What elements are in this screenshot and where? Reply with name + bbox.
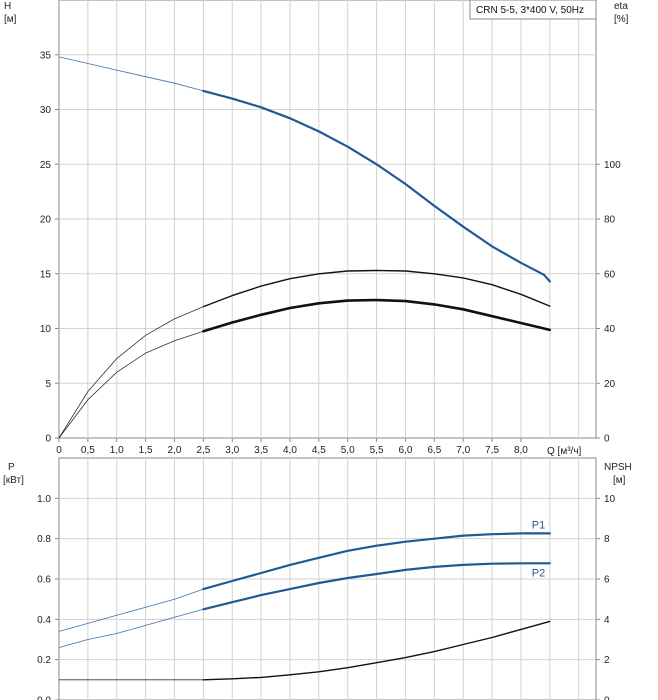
series-1-0-operating-line <box>202 532 551 591</box>
legend-box: CRN 5-5, 3*400 V, 50Hz <box>469 0 597 20</box>
x-tick-label: 1,0 <box>110 445 124 456</box>
power-axis-title: P <box>8 462 15 473</box>
right-tick-label: 60 <box>604 269 616 280</box>
series-1-0-extended-line <box>58 588 204 632</box>
head-axis-unit: [м] <box>4 14 17 25</box>
eta-axis-ticks: 0 20 40 60 80 100 <box>596 160 621 445</box>
left-tick-label: 35 <box>40 50 52 61</box>
x-tick-label: 4,0 <box>283 445 297 456</box>
right-tick-label: 0 <box>604 434 610 445</box>
left-tick-label: 0.2 <box>37 655 51 666</box>
series-1-1-operating-line <box>202 562 551 611</box>
right-tick-label: 4 <box>604 615 610 626</box>
right-tick-label: 10 <box>604 494 616 505</box>
x-tick-label: 0,5 <box>81 445 95 456</box>
bottom-series: P1 P2 <box>58 519 551 681</box>
head-axis-title: H <box>4 1 11 12</box>
series-0-0-operating-line <box>202 89 551 283</box>
npsh-axis-title: NPSH <box>604 462 632 473</box>
left-tick-label: 30 <box>40 105 52 116</box>
top-grid <box>59 0 596 438</box>
power-axis-unit: [кВт] <box>3 475 24 486</box>
series-0-0-extended-line <box>58 56 204 92</box>
series-0-1-operating-line <box>202 269 551 308</box>
x-tick-label: 7,5 <box>485 445 499 456</box>
right-tick-label: 80 <box>604 215 616 226</box>
x-tick-label: 5,5 <box>370 445 384 456</box>
left-tick-label: 20 <box>40 215 52 226</box>
right-tick-label: 8 <box>604 534 610 545</box>
flow-axis-title: Q [м³/ч] <box>547 446 582 457</box>
npsh-axis-ticks: 0 2 4 6 8 10 <box>596 494 616 700</box>
series-0-2-extended-line <box>58 330 204 439</box>
head-efficiency-panel: 0 5 10 15 20 25 30 35 0 20 40 60 80 100 0 0,5 1,0 1,5 2,… <box>4 0 629 457</box>
flow-axis-ticks: 0 0,5 1,0 1,5 2,0 2,5 3,0 3,5 4,0 4,5 5,0 5,5 6,0 6,5… <box>56 438 528 456</box>
x-tick-label: 0 <box>56 445 62 456</box>
x-tick-label: 7,0 <box>456 445 470 456</box>
x-tick-label: 4,5 <box>312 445 326 456</box>
left-tick-label: 0.4 <box>37 615 51 626</box>
right-tick-label: 2 <box>604 655 610 666</box>
series-label-p1: P1 <box>532 519 545 531</box>
series-1-2-operating-line <box>202 620 551 681</box>
right-tick-label: 6 <box>604 575 610 586</box>
left-tick-label: 0.0 <box>37 696 51 700</box>
eta-axis-unit: [%] <box>614 14 629 25</box>
left-tick-label: 5 <box>45 379 51 390</box>
left-tick-label: 0.6 <box>37 575 51 586</box>
left-tick-label: 15 <box>40 269 52 280</box>
x-tick-label: 2,0 <box>168 445 182 456</box>
right-tick-label: 0 <box>604 696 610 700</box>
left-tick-label: 1.0 <box>37 494 51 505</box>
left-tick-label: 0.8 <box>37 534 51 545</box>
x-tick-label: 1,5 <box>139 445 153 456</box>
x-tick-label: 8,0 <box>514 445 528 456</box>
series-0-2-operating-line <box>202 298 552 333</box>
x-tick-label: 6,5 <box>427 445 441 456</box>
top-series <box>58 56 552 439</box>
series-label-p2: P2 <box>532 567 545 579</box>
x-tick-label: 3,0 <box>225 445 239 456</box>
right-tick-label: 100 <box>604 160 621 171</box>
left-tick-label: 25 <box>40 160 52 171</box>
x-tick-label: 5,0 <box>341 445 355 456</box>
left-tick-label: 10 <box>40 324 52 335</box>
power-axis-ticks: 0.0 0.2 0.4 0.6 0.8 1.0 <box>37 494 59 700</box>
x-tick-label: 6,0 <box>398 445 412 456</box>
series-0-1-extended-line <box>58 306 204 439</box>
left-tick-label: 0 <box>45 434 51 445</box>
npsh-axis-unit: [м] <box>613 475 626 486</box>
bottom-grid <box>59 458 596 700</box>
series-1-1-extended-line <box>58 608 204 648</box>
eta-axis-title: eta <box>614 1 628 12</box>
legend-label: CRN 5-5, 3*400 V, 50Hz <box>476 5 584 16</box>
x-tick-label: 3,5 <box>254 445 268 456</box>
x-tick-label: 2,5 <box>196 445 210 456</box>
head-axis-ticks: 0 5 10 15 20 25 30 35 <box>40 50 59 445</box>
right-tick-label: 40 <box>604 324 616 335</box>
right-tick-label: 20 <box>604 379 616 390</box>
